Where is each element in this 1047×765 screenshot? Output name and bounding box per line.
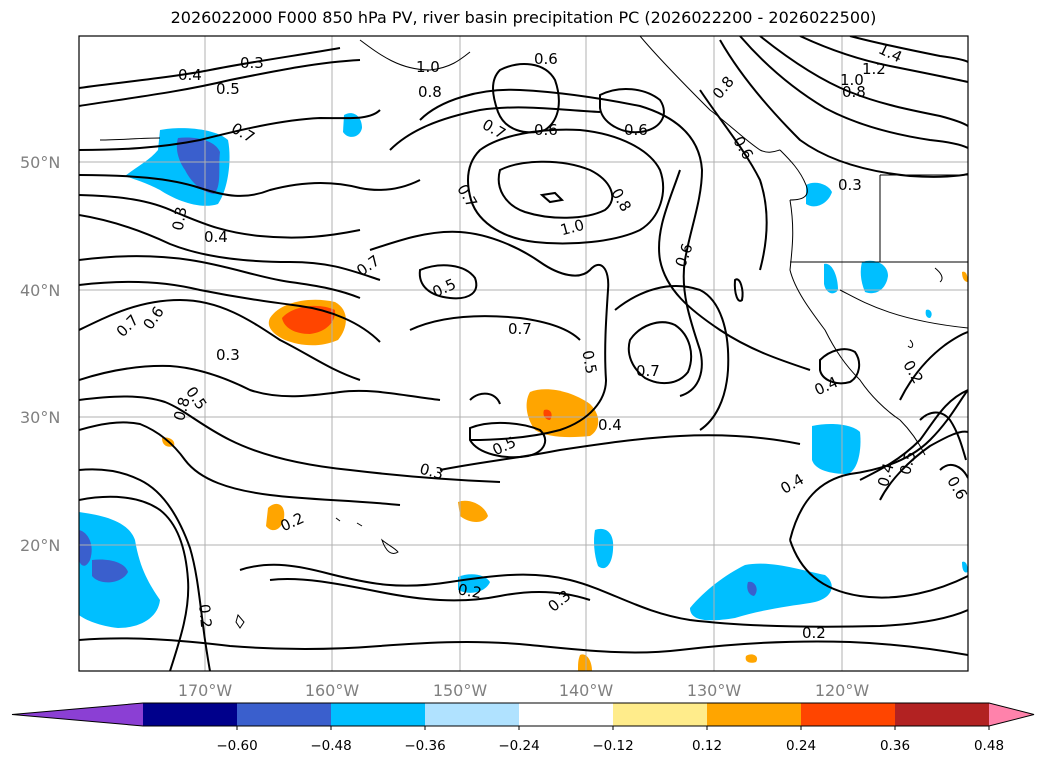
contour-label: 1.0 — [416, 58, 440, 76]
pv-contours — [79, 36, 968, 671]
contour-label: 1.0 — [558, 216, 586, 240]
orange-region — [578, 654, 592, 671]
contour-label: 0.8 — [709, 73, 738, 103]
orange-region — [962, 271, 968, 282]
contour-label: 0.4 — [598, 416, 622, 434]
blue-region-dark — [92, 559, 128, 583]
lon-label-120w: 120°W — [815, 681, 870, 700]
lat-label-20n: 20°N — [20, 536, 60, 555]
contour-label: 0.2 — [802, 624, 826, 642]
orange-region — [745, 654, 758, 663]
blue-region-dark — [79, 530, 92, 566]
contour-label: 0.2 — [899, 357, 927, 387]
colorbar-segment — [519, 703, 614, 726]
contour-label: 0.3 — [169, 205, 191, 232]
contour-label: 0.6 — [534, 121, 558, 139]
colorbar-segment — [613, 703, 708, 726]
coastlines — [99, 36, 968, 629]
blue-region — [925, 309, 932, 318]
shaded-regions — [79, 113, 968, 671]
colorbar-segment — [801, 703, 896, 726]
latitude-labels: 50°N 40°N 30°N 20°N — [20, 153, 60, 555]
lon-label-170w: 170°W — [178, 681, 233, 700]
blue-region — [860, 260, 888, 294]
colorbar-segment — [707, 703, 802, 726]
graticule — [79, 36, 968, 671]
contour-label: 0.8 — [418, 83, 442, 101]
lat-label-40n: 40°N — [20, 281, 60, 300]
colorbar-tick-label: −0.12 — [592, 738, 633, 754]
contour-label: 0.4 — [874, 461, 898, 489]
colorbar-tick-label: 0.24 — [786, 738, 816, 754]
map-title: 2026022000 F000 850 hPa PV, river basin … — [170, 8, 877, 27]
contour-label: 0.7 — [228, 119, 258, 147]
colorbar-segment — [237, 703, 332, 726]
red-region — [282, 305, 336, 334]
contour-label: 1.0 — [840, 71, 864, 89]
colorbar-tick-label: −0.60 — [216, 738, 257, 754]
lon-label-150w: 150°W — [433, 681, 488, 700]
contour-label: 0.3 — [838, 176, 862, 194]
contour-label: 0.8 — [170, 395, 194, 423]
blue-region-dark — [747, 581, 757, 596]
plot-area: 0.3 0.4 0.5 0.7 0.3 0.4 1.0 0.8 0.6 0.7 … — [79, 36, 968, 671]
plot-frame — [78, 35, 969, 672]
contour-label: 0.7 — [453, 181, 481, 211]
lat-label-30n: 30°N — [20, 408, 60, 427]
colorbar-tick-label: 0.12 — [692, 738, 722, 754]
blue-region — [824, 263, 838, 294]
blue-region-dark — [176, 137, 220, 194]
contour-label: 0.7 — [508, 320, 532, 338]
orange-region — [458, 500, 488, 522]
colorbar-segment — [425, 703, 520, 726]
lon-label-140w: 140°W — [559, 681, 614, 700]
contour-label: 0.5 — [216, 80, 240, 98]
contour-label: 0.5 — [578, 349, 600, 376]
blue-region — [690, 563, 832, 621]
colorbar-extend-min — [12, 703, 143, 726]
blue-region — [812, 424, 861, 474]
blue-region — [962, 561, 968, 573]
colorbar-tick-label: 0.36 — [880, 738, 910, 754]
colorbar-outline — [11, 702, 1035, 727]
contour-label: 0.4 — [178, 66, 202, 84]
orange-region — [526, 389, 599, 438]
colorbar-segment — [143, 703, 238, 726]
colorbar-segment — [895, 703, 990, 726]
contour-label: 0.7 — [636, 362, 660, 380]
contour-label: 0.7 — [353, 251, 383, 279]
lat-label-50n: 50°N — [20, 153, 60, 172]
lon-label-130w: 130°W — [687, 681, 742, 700]
colorbar-tick-label: −0.36 — [404, 738, 445, 754]
contour-label: 0.7 — [113, 311, 143, 341]
colorbar-tick-label: −0.48 — [310, 738, 351, 754]
contour-label: 0.8 — [842, 83, 866, 101]
lon-label-160w: 160°W — [305, 681, 360, 700]
contour-label: 0.5 — [896, 449, 920, 477]
contour-label: 0.6 — [534, 50, 558, 68]
blue-region — [594, 528, 614, 569]
contour-label: 0.3 — [216, 346, 240, 364]
contour-label: 0.6 — [672, 241, 697, 270]
orange-region — [266, 503, 285, 531]
contour-label: 0.6 — [624, 121, 648, 139]
contour-label: 0.3 — [544, 586, 574, 615]
contour-label: 0.4 — [777, 470, 807, 498]
colorbar-extend-max — [989, 703, 1034, 726]
colorbar-segment — [331, 703, 426, 726]
contour-label: 1.2 — [862, 60, 886, 78]
contour-label: 0.3 — [240, 54, 264, 72]
contour-label: 0.4 — [204, 228, 228, 246]
colorbar-tick-label: 0.48 — [974, 738, 1004, 754]
contour-label: 0.2 — [456, 580, 483, 602]
contour-label: 0.6 — [139, 303, 167, 333]
contour-label: 0.2 — [195, 603, 215, 628]
contour-label: 0.3 — [418, 460, 446, 484]
colorbar: −0.60 −0.48 −0.36 −0.24 −0.12 0.12 0.24 0.36 0.4… — [11, 702, 1035, 754]
colorbar-tick-label: −0.24 — [498, 738, 539, 754]
blue-region — [806, 182, 832, 207]
longitude-labels: 170°W 160°W 150°W 140°W 130°W 120°W — [178, 681, 870, 700]
contour-label: 0.4 — [812, 373, 841, 399]
